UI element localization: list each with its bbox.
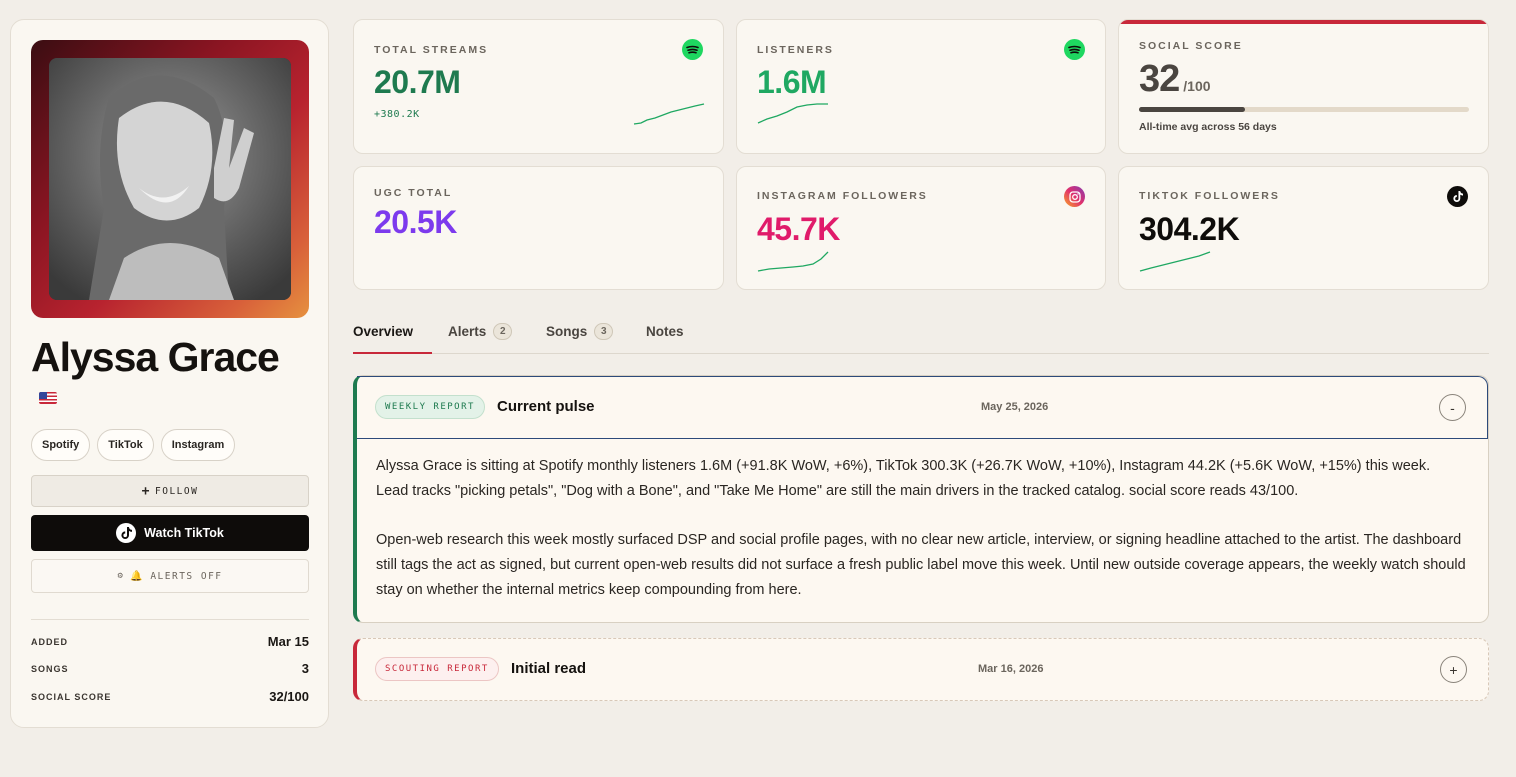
sidebar-divider [31, 619, 309, 620]
tiktok-icon [116, 523, 137, 543]
ugc-total-card: UGC TOTAL 20.5K [353, 166, 724, 290]
meta-row-added: ADDED Mar 15 [31, 634, 309, 649]
social-score-value: 32 [1139, 58, 1180, 100]
weekly-report-body: Alyssa Grace is sitting at Spotify month… [376, 454, 1466, 627]
social-score-progress-track [1139, 107, 1469, 112]
alerts-count-badge: 2 [493, 322, 513, 340]
card-label: LISTENERS [757, 44, 834, 56]
tab-label: Alerts [448, 323, 487, 339]
tab-songs[interactable]: Songs 3 [546, 322, 614, 340]
tiktok-sparkline [1139, 251, 1211, 272]
social-score-progress-fill [1139, 107, 1245, 112]
scouting-report-tag: SCOUTING REPORT [375, 657, 499, 681]
artist-sidebar: Alyssa Grace Spotify TikTok Instagram + … [10, 19, 329, 728]
social-score-note: All-time avg across 56 days [1139, 121, 1277, 133]
spotify-chip[interactable]: Spotify [31, 429, 91, 461]
instagram-sparkline [757, 251, 829, 272]
card-label: SOCIAL SCORE [1139, 40, 1243, 52]
report-paragraph: Open-web research this week mostly surfa… [376, 532, 1466, 598]
scouting-report-date: Mar 16, 2026 [978, 663, 1044, 675]
meta-value: Mar 15 [267, 634, 309, 649]
weekly-report-title: Current pulse [497, 398, 595, 415]
artist-photo [49, 58, 291, 300]
instagram-chip[interactable]: Instagram [160, 429, 236, 461]
tab-alerts[interactable]: Alerts 2 [448, 322, 513, 340]
active-tab-underline [353, 352, 432, 354]
weekly-report-date: May 25, 2026 [981, 401, 1049, 413]
songs-count-badge: 3 [594, 322, 614, 340]
follow-button[interactable]: + FOLLOW [31, 475, 309, 507]
social-score-value-group: 32 /100 [1139, 58, 1211, 101]
spotify-icon [682, 39, 703, 60]
card-label: INSTAGRAM FOLLOWERS [757, 190, 928, 202]
artist-photo-frame [31, 40, 309, 318]
report-paragraph: Alyssa Grace is sitting at Spotify month… [376, 458, 1431, 499]
watch-tiktok-button[interactable]: Watch TikTok [31, 515, 309, 551]
artist-portrait-image [49, 58, 291, 300]
card-value: 20.5K [374, 204, 457, 240]
tiktok-followers-card: TIKTOK FOLLOWERS 304.2K [1118, 166, 1489, 290]
artist-name: Alyssa Grace [31, 334, 280, 380]
bell-icon: 🔔 [130, 570, 145, 582]
listeners-sparkline [757, 103, 828, 124]
meta-row-social-score: SOCIAL SCORE 32/100 [31, 689, 309, 704]
collapse-button[interactable]: - [1439, 394, 1466, 421]
follow-label: FOLLOW [155, 485, 199, 497]
instagram-icon [1064, 186, 1085, 207]
card-value: 1.6M [757, 64, 827, 100]
total-streams-card: TOTAL STREAMS 20.7M +380.2K [353, 19, 724, 154]
gear-icon: ⚙ [117, 571, 125, 581]
spotify-icon [1064, 39, 1085, 60]
weekly-report-card: WEEKLY REPORT Current pulse May 25, 2026… [353, 375, 1489, 623]
tab-notes[interactable]: Notes [646, 322, 684, 340]
platform-chips: Spotify TikTok Instagram [31, 429, 236, 461]
us-flag-icon [39, 392, 57, 404]
scouting-report-card[interactable]: SCOUTING REPORT Initial read Mar 16, 202… [353, 638, 1489, 701]
social-score-suffix: /100 [1183, 78, 1211, 94]
watch-tiktok-label: Watch TikTok [144, 526, 224, 540]
meta-label: SOCIAL SCORE [31, 691, 112, 702]
card-value: 45.7K [757, 211, 840, 247]
weekly-report-tag: WEEKLY REPORT [375, 395, 485, 419]
listeners-card: LISTENERS 1.6M [736, 19, 1106, 154]
meta-label: ADDED [31, 636, 69, 647]
tab-label: Notes [646, 323, 684, 339]
meta-row-songs: SONGS 3 [31, 661, 309, 676]
card-label: UGC TOTAL [374, 187, 453, 199]
plus-icon: + [141, 483, 151, 499]
card-value: 20.7M [374, 64, 461, 100]
tiktok-icon [1447, 186, 1468, 207]
card-label: TIKTOK FOLLOWERS [1139, 190, 1280, 202]
tab-label: Overview [353, 323, 414, 339]
tiktok-chip[interactable]: TikTok [97, 429, 154, 461]
meta-value: 3 [301, 661, 309, 676]
streams-sparkline [633, 103, 705, 125]
tab-overview[interactable]: Overview [353, 322, 413, 340]
card-value: 304.2K [1139, 211, 1240, 247]
card-label: TOTAL STREAMS [374, 44, 489, 56]
card-delta: +380.2K [374, 109, 420, 120]
weekly-report-header[interactable]: WEEKLY REPORT Current pulse May 25, 2026… [357, 376, 1488, 439]
instagram-followers-card: INSTAGRAM FOLLOWERS 45.7K [736, 166, 1106, 290]
meta-value: 32/100 [269, 689, 309, 704]
artist-tabs: Overview Alerts 2 Songs 3 Notes [353, 316, 1489, 354]
scouting-report-title: Initial read [511, 660, 587, 677]
social-score-accent-bar [1119, 20, 1488, 24]
alerts-label: ALERTS OFF [150, 570, 223, 582]
meta-label: SONGS [31, 663, 69, 674]
tab-label: Songs [546, 323, 588, 339]
social-score-card: SOCIAL SCORE 32 /100 All-time avg across… [1118, 19, 1489, 154]
expand-button[interactable]: + [1440, 656, 1467, 683]
alerts-toggle-button[interactable]: ⚙ 🔔 ALERTS OFF [31, 559, 309, 593]
